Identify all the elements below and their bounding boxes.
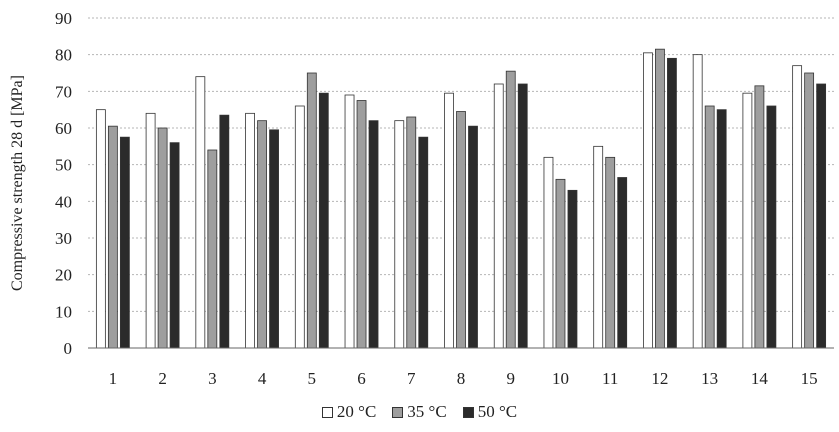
bar bbox=[257, 120, 267, 349]
x-tick-label: 6 bbox=[357, 369, 366, 388]
bar bbox=[169, 142, 180, 349]
y-tick-label: 70 bbox=[55, 82, 72, 101]
x-tick-label: 3 bbox=[208, 369, 217, 388]
bar bbox=[555, 178, 566, 349]
bar bbox=[394, 120, 405, 349]
y-tick-label: 80 bbox=[55, 46, 72, 65]
bar bbox=[605, 156, 616, 349]
bar bbox=[593, 145, 604, 349]
bar bbox=[517, 83, 528, 349]
x-tick-label: 2 bbox=[158, 369, 167, 388]
bar bbox=[245, 112, 255, 349]
legend-swatch bbox=[392, 406, 404, 418]
bar bbox=[418, 136, 429, 349]
y-axis-title: Compressive strength 28 d [MPa] bbox=[9, 75, 26, 291]
y-tick-label: 60 bbox=[55, 119, 72, 138]
x-tick-label: 15 bbox=[801, 369, 818, 388]
bar bbox=[468, 125, 478, 349]
bar bbox=[617, 177, 628, 349]
bar bbox=[643, 52, 653, 349]
bar bbox=[95, 109, 106, 349]
bar bbox=[655, 48, 665, 349]
bar bbox=[444, 92, 454, 349]
x-tick-label: 5 bbox=[308, 369, 317, 388]
legend-swatch bbox=[462, 406, 474, 418]
y-tick-label: 10 bbox=[55, 302, 72, 321]
bar bbox=[493, 83, 504, 349]
bar bbox=[207, 149, 218, 349]
bar bbox=[692, 54, 703, 349]
legend-item: 20 °C bbox=[321, 402, 377, 422]
y-tick-label: 90 bbox=[55, 9, 72, 28]
bar bbox=[119, 136, 130, 349]
y-tick-label: 0 bbox=[64, 339, 73, 358]
x-tick-label: 10 bbox=[552, 369, 569, 388]
bar bbox=[294, 105, 305, 349]
y-tick-label: 30 bbox=[55, 229, 72, 248]
bar bbox=[716, 109, 727, 349]
bar bbox=[269, 129, 279, 349]
bar bbox=[543, 156, 554, 349]
bar bbox=[754, 85, 765, 349]
x-tick-label: 7 bbox=[407, 369, 416, 388]
bar bbox=[145, 112, 156, 349]
bar bbox=[107, 125, 118, 349]
bar bbox=[792, 65, 803, 349]
x-tick-label: 13 bbox=[701, 369, 718, 388]
x-tick-label: 8 bbox=[457, 369, 466, 388]
bar bbox=[456, 111, 466, 349]
y-axis-ticks: 0 10 20 30 40 50 60 70 80 90 bbox=[55, 9, 72, 358]
bar bbox=[356, 100, 367, 349]
legend-label: 50 °C bbox=[477, 402, 518, 421]
bars bbox=[95, 48, 827, 349]
bar bbox=[306, 72, 317, 349]
bar bbox=[804, 72, 815, 349]
x-tick-label: 14 bbox=[751, 369, 769, 388]
legend-swatch bbox=[321, 406, 333, 418]
bar bbox=[318, 92, 329, 349]
bar bbox=[667, 57, 677, 349]
bar bbox=[567, 189, 578, 349]
bar bbox=[195, 76, 206, 349]
x-tick-label: 11 bbox=[602, 369, 618, 388]
bar bbox=[816, 83, 827, 349]
bar bbox=[505, 70, 516, 349]
bar bbox=[704, 105, 715, 349]
bar bbox=[157, 127, 168, 349]
bar bbox=[219, 114, 230, 349]
bar bbox=[368, 120, 379, 349]
bar bbox=[344, 94, 355, 349]
x-tick-label: 4 bbox=[258, 369, 267, 388]
x-tick-label: 12 bbox=[651, 369, 668, 388]
x-axis-ticks: 1 2 3 4 5 6 7 8 9 10 11 12 13 14 15 bbox=[109, 369, 818, 388]
legend-label: 35 °C bbox=[407, 402, 447, 421]
legend-item: 35 °C bbox=[392, 402, 447, 422]
y-tick-label: 20 bbox=[55, 266, 72, 285]
x-tick-label: 1 bbox=[109, 369, 118, 388]
x-tick-label: 9 bbox=[506, 369, 515, 388]
legend-label: 20 °C bbox=[336, 402, 377, 421]
y-tick-label: 40 bbox=[55, 192, 72, 211]
bar bbox=[766, 105, 777, 349]
y-tick-label: 50 bbox=[55, 156, 72, 175]
legend: 20 °C 35 °C 50 °C bbox=[0, 400, 839, 424]
legend-item: 50 °C bbox=[462, 402, 518, 422]
bar bbox=[406, 116, 417, 349]
bar bbox=[742, 92, 753, 349]
